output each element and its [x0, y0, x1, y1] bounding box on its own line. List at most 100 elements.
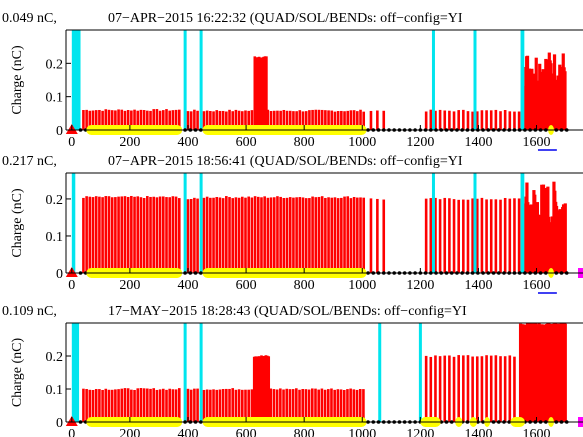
data-bar: [171, 110, 175, 130]
x-tick-label: 600: [236, 278, 257, 293]
data-bar: [225, 111, 228, 130]
data-bar: [508, 111, 512, 130]
data-bar: [247, 196, 250, 273]
data-bar: [186, 388, 190, 422]
data-bar: [471, 111, 474, 130]
data-bar: [298, 389, 301, 422]
data-bar: [139, 197, 143, 273]
data-bar: [304, 198, 308, 273]
data-bar: [359, 197, 362, 273]
data-bar: [209, 197, 212, 273]
data-bar: [462, 109, 465, 130]
data-bar: [292, 197, 295, 273]
data-bar: [272, 197, 276, 273]
data-bar: [494, 109, 498, 130]
data-bar: [91, 110, 95, 130]
data-bar: [369, 110, 373, 130]
data-bar: [279, 388, 282, 422]
cyan-bar: [431, 173, 435, 273]
data-bar: [212, 389, 215, 422]
data-bar: [503, 356, 507, 422]
data-bar: [448, 110, 451, 130]
data-bar: [362, 197, 366, 273]
data-bar: [117, 196, 120, 273]
data-bar: [189, 111, 193, 130]
data-bar: [457, 110, 460, 130]
data-bar: [82, 197, 85, 273]
y-tick-label-zero: 0: [56, 416, 63, 431]
data-bar: [117, 109, 120, 130]
data-bar: [264, 355, 268, 422]
data-bar: [218, 110, 222, 130]
cyan-bar: [473, 173, 477, 273]
data-bar: [346, 196, 350, 273]
data-bar: [265, 56, 268, 131]
x-tick-label: 1000: [348, 135, 376, 150]
data-bar: [563, 203, 567, 273]
data-bar: [168, 110, 171, 130]
data-bar: [369, 198, 373, 273]
data-bar: [382, 199, 386, 273]
data-bar: [212, 197, 215, 273]
data-bar: [517, 198, 521, 273]
data-bar: [133, 389, 136, 422]
data-bar: [202, 111, 206, 130]
data-bar: [503, 197, 507, 273]
x-tick-label: 800: [294, 278, 315, 293]
data-bar: [94, 389, 98, 422]
data-bar: [158, 196, 162, 273]
data-bar: [241, 111, 244, 130]
data-bar: [282, 109, 286, 130]
data-bar: [221, 198, 225, 273]
data-bar: [499, 199, 502, 273]
x-tick-label: 0: [68, 135, 75, 150]
data-bar: [142, 110, 146, 130]
data-bar: [324, 197, 327, 273]
data-bar: [301, 197, 305, 273]
data-bar: [250, 197, 254, 273]
data-bar: [349, 198, 353, 273]
data-bar: [152, 109, 156, 130]
data-bar: [346, 110, 350, 130]
data-bar: [265, 355, 269, 422]
data-bar: [244, 197, 247, 273]
data-bar: [330, 388, 333, 422]
charge-value-label: 0.109 nC,: [2, 304, 57, 319]
data-bar: [260, 197, 263, 273]
data-bar: [193, 109, 196, 130]
data-bar: [114, 197, 117, 273]
y-tick-label: 0.2: [46, 193, 64, 208]
cyan-bar: [378, 323, 382, 422]
panel-title: 17−MAY−2015 18:28:43 (QUAD/SOL/BENDs: of…: [108, 304, 467, 319]
data-bar: [462, 199, 465, 273]
data-bar: [91, 389, 95, 422]
data-bar: [126, 388, 130, 422]
data-bar: [333, 197, 337, 273]
data-bar: [301, 389, 305, 422]
data-bar: [133, 109, 136, 130]
data-bar: [149, 196, 152, 273]
data-bar: [494, 355, 498, 422]
data-bar: [202, 389, 206, 422]
data-bar: [485, 199, 488, 273]
x-tick-label: 600: [236, 135, 257, 150]
cyan-bar: [71, 323, 80, 422]
data-bar: [262, 56, 265, 131]
data-bar: [98, 196, 101, 273]
data-bar: [466, 111, 470, 130]
data-bar: [256, 196, 260, 273]
x-tick-label: 600: [236, 427, 257, 437]
data-bar: [330, 110, 334, 130]
data-bar: [215, 197, 219, 273]
data-bar: [218, 389, 222, 422]
data-bar: [205, 110, 209, 130]
data-bar: [205, 389, 209, 422]
data-bar: [263, 355, 266, 422]
data-bar: [466, 199, 470, 273]
data-bar: [359, 109, 362, 130]
data-bar: [382, 110, 386, 130]
data-bar: [314, 197, 318, 273]
y-tick-label-zero: 0: [56, 267, 63, 282]
